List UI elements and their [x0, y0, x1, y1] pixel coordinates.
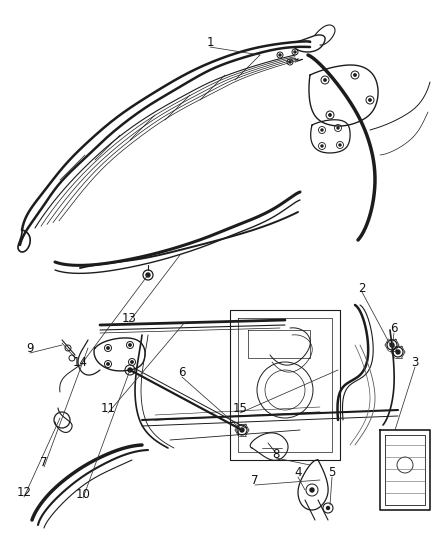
- Circle shape: [396, 350, 400, 354]
- Circle shape: [146, 273, 150, 277]
- Circle shape: [324, 79, 326, 81]
- Circle shape: [339, 144, 341, 146]
- Text: 7: 7: [40, 456, 48, 470]
- Circle shape: [279, 54, 281, 56]
- Text: 15: 15: [233, 402, 247, 416]
- Circle shape: [294, 51, 296, 53]
- Circle shape: [240, 428, 244, 432]
- Circle shape: [321, 129, 323, 131]
- Text: 3: 3: [411, 357, 419, 369]
- Text: 9: 9: [26, 343, 34, 356]
- Text: 5: 5: [328, 466, 336, 480]
- Text: 8: 8: [272, 448, 280, 461]
- Circle shape: [289, 61, 291, 63]
- Circle shape: [129, 344, 131, 346]
- Text: 12: 12: [17, 487, 32, 499]
- Text: 13: 13: [122, 311, 137, 325]
- Text: 7: 7: [251, 474, 259, 488]
- Circle shape: [107, 363, 109, 365]
- Circle shape: [326, 506, 329, 510]
- Text: 10: 10: [76, 488, 90, 500]
- Circle shape: [337, 127, 339, 129]
- Circle shape: [321, 145, 323, 147]
- Text: 4: 4: [294, 466, 302, 480]
- Circle shape: [369, 99, 371, 101]
- Text: 2: 2: [358, 281, 366, 295]
- Circle shape: [131, 361, 133, 363]
- Circle shape: [128, 368, 132, 372]
- Text: 14: 14: [73, 356, 88, 368]
- Circle shape: [354, 74, 356, 76]
- Text: 6: 6: [390, 322, 398, 335]
- Circle shape: [329, 114, 331, 116]
- Text: 1: 1: [206, 36, 214, 50]
- Text: 6: 6: [178, 367, 186, 379]
- Circle shape: [107, 347, 109, 349]
- Text: 11: 11: [100, 402, 116, 416]
- Circle shape: [390, 343, 394, 347]
- Circle shape: [310, 488, 314, 492]
